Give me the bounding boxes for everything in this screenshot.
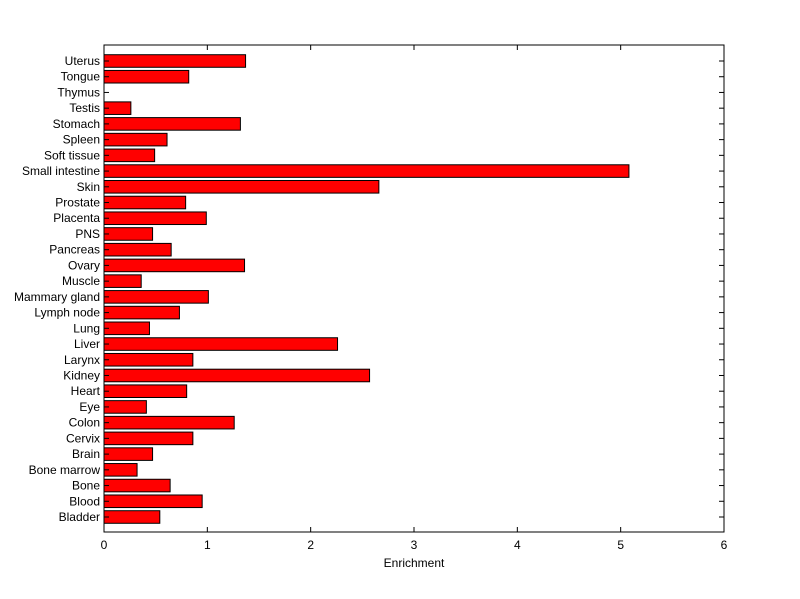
bar [103,211,207,226]
y-tick-label: Liver [74,337,100,351]
y-tick-label: Lung [73,321,100,335]
bar [103,400,147,414]
y-tick-label: PNS [75,227,100,241]
y-tick-label: Eye [79,400,100,414]
y-tick-label: Cervix [66,431,100,445]
bar [103,180,380,194]
bar [103,132,168,147]
y-tick-label: Thymus [57,85,100,99]
bar [103,69,190,84]
y-tick-label: Ovary [68,258,100,272]
bar [103,352,194,367]
bar [103,478,171,493]
bar [103,337,339,351]
bar [103,54,247,68]
x-tick-label: 1 [204,538,211,552]
y-tick-label: Blood [69,494,100,508]
y-tick-label: Tongue [61,70,101,84]
y-tick-label: Lymph node [34,306,100,320]
bar [103,384,188,398]
y-tick-label: Pancreas [49,243,100,257]
bar [103,494,203,509]
y-tick-label: Spleen [63,133,100,147]
y-tick-label: Kidney [63,368,100,382]
x-tick-label: 6 [721,538,728,552]
bar [103,321,150,336]
y-tick-label: Placenta [53,211,100,225]
bar [103,164,630,178]
bar [103,117,241,131]
bar [103,242,172,257]
y-tick-label: Colon [69,416,100,430]
x-tick-label: 5 [617,538,624,552]
y-tick-label: Soft tissue [44,148,100,162]
bar [103,227,154,241]
bar [103,431,194,446]
y-tick-label: Heart [71,384,101,398]
bar [103,305,180,320]
y-tick-label: Testis [69,101,100,115]
y-tick-label: Bladder [59,510,100,524]
x-tick-label: 0 [101,538,108,552]
bar [103,274,142,288]
x-axis-ticks: 0 1 2 3 4 5 6 [101,45,728,552]
x-tick-label: 4 [514,538,521,552]
x-axis-label: Enrichment [384,556,445,570]
bar [103,447,154,461]
bar [103,510,161,524]
bar [103,290,209,304]
bar [103,258,246,273]
bar [103,368,371,383]
y-tick-label: Mammary gland [14,290,100,304]
bar [103,148,156,163]
y-tick-label: Uterus [65,54,100,68]
bar [103,195,187,210]
y-tick-label: Bone marrow [29,463,101,477]
y-tick-label: Stomach [53,117,100,131]
x-tick-label: 3 [411,538,418,552]
y-tick-label: Prostate [55,196,100,210]
y-tick-label: Muscle [62,274,100,288]
bar [103,415,235,430]
bars [103,54,630,524]
y-tick-label: Larynx [64,353,100,367]
x-tick-label: 2 [307,538,314,552]
y-tick-label: Brain [72,447,100,461]
y-tick-label: Small intestine [22,164,100,178]
y-tick-label: Skin [77,180,100,194]
y-tick-label: Bone [72,479,100,493]
